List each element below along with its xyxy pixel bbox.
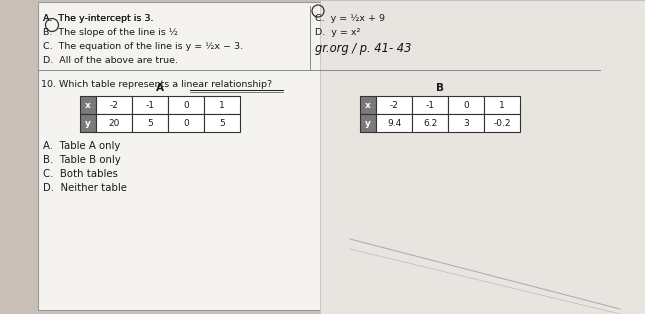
Text: 0: 0 (463, 100, 469, 110)
Bar (38, 2, 600, 310)
Bar (360, 114, 376, 132)
Bar (96, 96, 132, 114)
Text: A.  The y-intercept is 3.: A. The y-intercept is 3. (43, 14, 154, 23)
Text: A: A (156, 83, 164, 93)
Text: x: x (365, 100, 371, 110)
Text: -1: -1 (426, 100, 435, 110)
Bar (132, 114, 168, 132)
Text: 3: 3 (463, 118, 469, 127)
Text: 6.2: 6.2 (423, 118, 437, 127)
Text: A.  Table A only: A. Table A only (43, 141, 121, 151)
Text: C.  Both tables: C. Both tables (43, 169, 118, 179)
Text: B.  Table B only: B. Table B only (43, 155, 121, 165)
Bar (132, 96, 168, 114)
Text: D.  Neither table: D. Neither table (43, 183, 127, 193)
Text: 5: 5 (147, 118, 153, 127)
Text: x: x (85, 100, 91, 110)
Text: 10. Which table represents a linear relationship?: 10. Which table represents a linear rela… (41, 80, 272, 89)
Text: B: B (436, 83, 444, 93)
Text: 0: 0 (183, 118, 189, 127)
Text: gr.org / p. 41- 43: gr.org / p. 41- 43 (315, 42, 412, 55)
Bar (484, 114, 520, 132)
Text: -2: -2 (390, 100, 399, 110)
Text: C.  The equation of the line is y = ½x − 3.: C. The equation of the line is y = ½x − … (43, 42, 243, 51)
Bar (412, 96, 448, 114)
Bar (80, 114, 96, 132)
Bar (360, 96, 376, 114)
Bar (168, 96, 204, 114)
Text: -0.2: -0.2 (493, 118, 511, 127)
Text: D.  y = x²: D. y = x² (315, 28, 361, 37)
Bar (412, 114, 448, 132)
Bar (96, 114, 132, 132)
Text: D.  All of the above are true.: D. All of the above are true. (43, 56, 178, 65)
Bar (448, 96, 484, 114)
Bar (376, 96, 412, 114)
Text: C.  y = ½x + 9: C. y = ½x + 9 (315, 14, 385, 23)
Text: y: y (85, 118, 91, 127)
Bar (204, 114, 240, 132)
Text: 0: 0 (183, 100, 189, 110)
Bar (448, 114, 484, 132)
Text: B.  The slope of the line is ½: B. The slope of the line is ½ (43, 28, 178, 37)
FancyBboxPatch shape (320, 0, 645, 314)
Text: 1: 1 (499, 100, 505, 110)
Bar (204, 96, 240, 114)
Text: 9.4: 9.4 (387, 118, 401, 127)
Bar (376, 114, 412, 132)
Text: -1: -1 (146, 100, 155, 110)
Text: y: y (365, 118, 371, 127)
Bar (484, 96, 520, 114)
Text: 5: 5 (219, 118, 225, 127)
Text: 1: 1 (219, 100, 225, 110)
Bar (168, 114, 204, 132)
Bar (80, 96, 96, 114)
Text: A.  The y-intercept is 3.: A. The y-intercept is 3. (43, 14, 154, 23)
Text: 20: 20 (108, 118, 120, 127)
Text: -2: -2 (110, 100, 119, 110)
